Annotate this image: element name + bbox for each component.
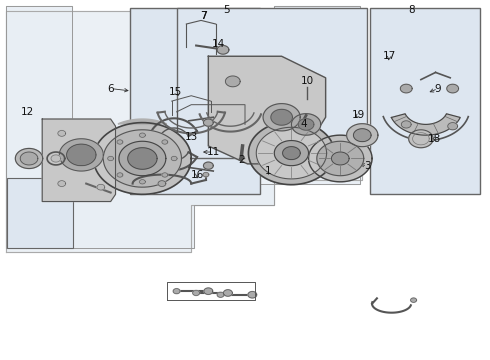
Text: 15: 15 [169, 87, 182, 97]
Polygon shape [203, 119, 213, 126]
Text: 12: 12 [21, 107, 34, 117]
Polygon shape [51, 155, 61, 162]
Polygon shape [225, 76, 240, 87]
Polygon shape [5, 6, 360, 248]
Bar [369, 8, 480, 194]
Text: 9: 9 [435, 84, 441, 94]
Text: 2: 2 [238, 155, 245, 165]
Polygon shape [447, 84, 459, 93]
Polygon shape [203, 172, 209, 177]
Polygon shape [119, 141, 166, 176]
Polygon shape [117, 140, 123, 144]
Text: 13: 13 [185, 132, 198, 142]
Polygon shape [298, 119, 314, 130]
Polygon shape [217, 45, 229, 54]
Polygon shape [103, 130, 181, 187]
Polygon shape [140, 133, 146, 137]
Text: 6: 6 [107, 84, 114, 94]
Text: 16: 16 [191, 170, 204, 180]
Polygon shape [332, 152, 349, 165]
Polygon shape [353, 129, 371, 141]
Polygon shape [117, 173, 123, 177]
Polygon shape [158, 181, 166, 186]
Polygon shape [248, 292, 257, 298]
Bar [6, 178, 73, 248]
Polygon shape [67, 144, 96, 166]
Polygon shape [346, 124, 378, 147]
Polygon shape [128, 148, 157, 169]
Text: 4: 4 [300, 120, 307, 129]
Polygon shape [392, 114, 460, 135]
Text: 14: 14 [212, 39, 225, 49]
Polygon shape [59, 139, 103, 171]
Polygon shape [448, 123, 458, 130]
Polygon shape [97, 184, 105, 190]
Text: 11: 11 [207, 147, 220, 157]
Polygon shape [5, 12, 362, 252]
Polygon shape [118, 119, 167, 125]
Polygon shape [203, 162, 213, 169]
Polygon shape [309, 135, 372, 182]
Polygon shape [256, 127, 327, 179]
Polygon shape [217, 292, 224, 297]
Polygon shape [409, 130, 433, 148]
Text: 19: 19 [352, 110, 366, 120]
Polygon shape [317, 141, 364, 176]
Polygon shape [400, 84, 412, 93]
Text: 3: 3 [364, 161, 370, 171]
Polygon shape [58, 131, 66, 136]
Polygon shape [274, 140, 309, 166]
Polygon shape [193, 291, 199, 296]
Text: 10: 10 [300, 76, 314, 86]
Polygon shape [292, 114, 321, 135]
Text: 8: 8 [408, 5, 415, 15]
Polygon shape [283, 147, 300, 159]
Polygon shape [140, 180, 146, 184]
Text: 18: 18 [428, 134, 441, 144]
Text: 5: 5 [223, 5, 230, 15]
Text: 7: 7 [200, 11, 207, 21]
Polygon shape [108, 156, 114, 161]
Text: 1: 1 [265, 166, 272, 176]
Polygon shape [248, 122, 334, 185]
Polygon shape [271, 109, 293, 125]
Polygon shape [223, 290, 232, 296]
Polygon shape [401, 121, 411, 128]
Polygon shape [15, 148, 43, 168]
Polygon shape [162, 140, 168, 144]
Polygon shape [204, 288, 213, 294]
Polygon shape [263, 104, 300, 131]
Polygon shape [173, 289, 180, 294]
Polygon shape [20, 152, 38, 165]
Text: 17: 17 [383, 51, 396, 61]
Polygon shape [162, 173, 168, 177]
Polygon shape [171, 156, 177, 161]
Polygon shape [411, 298, 416, 302]
Bar [176, 8, 367, 158]
Polygon shape [42, 119, 116, 202]
Polygon shape [58, 181, 66, 186]
Bar [130, 8, 260, 194]
Polygon shape [208, 56, 326, 164]
Text: 7: 7 [200, 11, 207, 21]
Polygon shape [94, 123, 191, 194]
